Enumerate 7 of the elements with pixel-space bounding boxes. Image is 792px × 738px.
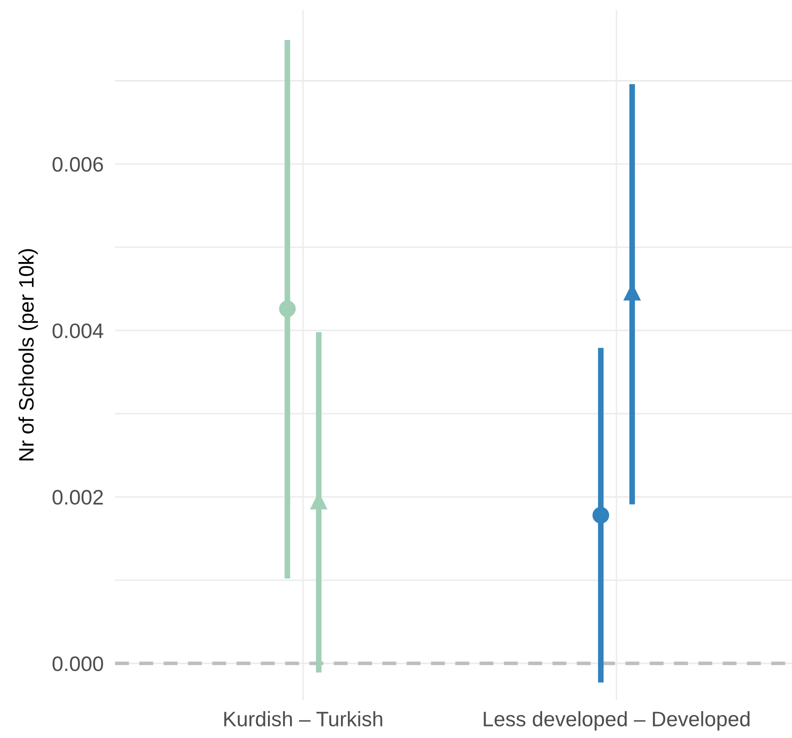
y-tick-label: 0.004 <box>52 323 104 338</box>
x-tick-label: Less developed – Developed <box>484 711 750 731</box>
y-tick-label: 0.000 <box>52 656 104 672</box>
y-tick-label: 0.002 <box>52 490 103 505</box>
x-tick-label: Kurdish – Turkish <box>224 711 382 726</box>
y-axis-title: Nr of Schools (per 10k) <box>18 249 38 460</box>
y-tick-label: 0.006 <box>52 156 103 172</box>
